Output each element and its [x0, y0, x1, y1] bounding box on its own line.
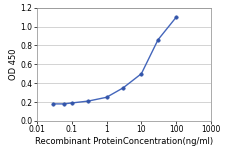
Y-axis label: OD 450: OD 450 [9, 49, 18, 80]
X-axis label: Recombinant ProteinConcentration(ng/ml): Recombinant ProteinConcentration(ng/ml) [35, 137, 213, 146]
